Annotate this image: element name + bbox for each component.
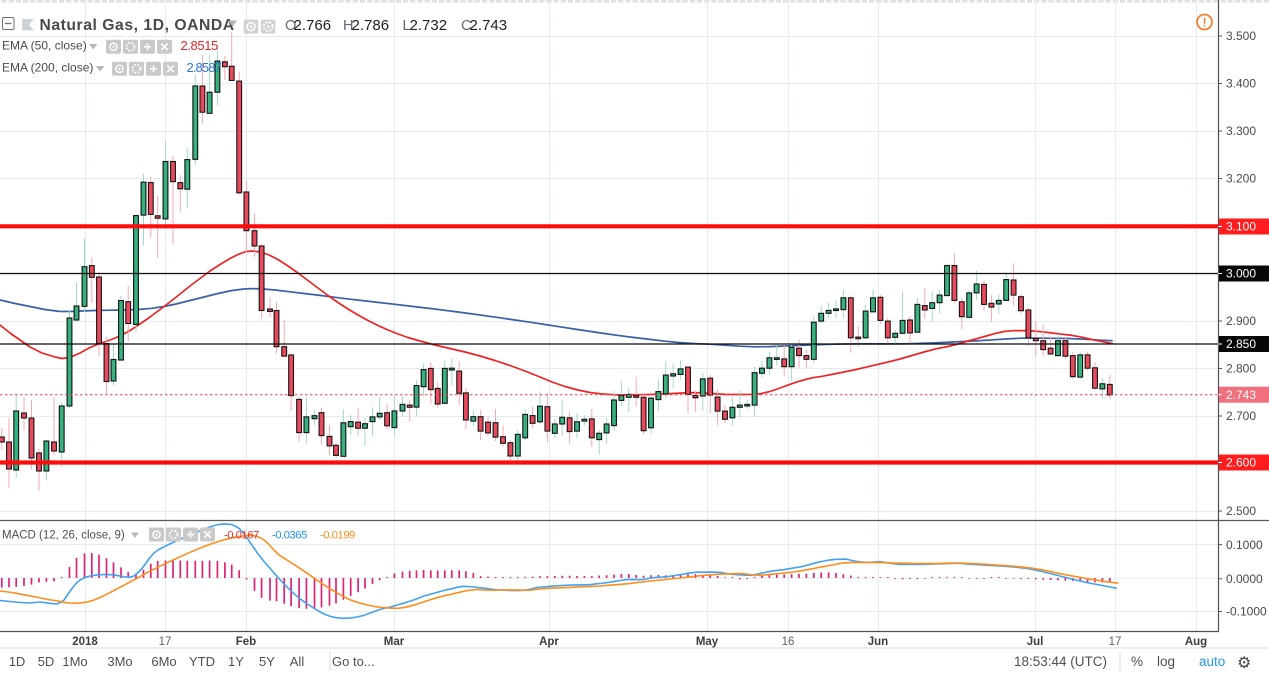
svg-text:2.800: 2.800 — [1226, 362, 1256, 376]
svg-text:Natural Gas, 1D, OANDA: Natural Gas, 1D, OANDA — [40, 17, 235, 34]
svg-text:auto: auto — [1199, 654, 1225, 669]
svg-text:2.500: 2.500 — [1226, 504, 1256, 518]
svg-text:0.0000: 0.0000 — [1226, 572, 1263, 586]
svg-text:O: O — [285, 18, 296, 34]
svg-text:All: All — [290, 654, 305, 669]
svg-text:2.8515: 2.8515 — [181, 38, 219, 53]
svg-text:1Y: 1Y — [228, 654, 244, 669]
svg-text:17: 17 — [159, 636, 172, 648]
svg-text:3.400: 3.400 — [1226, 77, 1256, 91]
svg-text:18:53:44 (UTC): 18:53:44 (UTC) — [1014, 654, 1107, 669]
svg-text:5D: 5D — [38, 654, 55, 669]
svg-text:%: % — [1131, 654, 1143, 669]
svg-text:2.900: 2.900 — [1226, 314, 1256, 328]
svg-text:2.600: 2.600 — [1226, 456, 1256, 470]
svg-text:2.766: 2.766 — [294, 17, 332, 34]
svg-text:Jul: Jul — [1027, 636, 1044, 648]
svg-text:C: C — [461, 18, 471, 34]
svg-text:Apr: Apr — [539, 636, 559, 648]
svg-text:3Mo: 3Mo — [107, 654, 132, 669]
svg-text:Aug: Aug — [1185, 636, 1207, 648]
svg-text:Jun: Jun — [868, 636, 888, 648]
svg-text:3.000: 3.000 — [1226, 267, 1256, 281]
svg-text:EMA (50, close): EMA (50, close) — [2, 39, 87, 53]
svg-text:Feb: Feb — [236, 636, 256, 648]
svg-text:-0.1000: -0.1000 — [1226, 605, 1267, 619]
svg-text:1D: 1D — [9, 654, 26, 669]
svg-text:3.300: 3.300 — [1226, 124, 1256, 138]
svg-text:⚙: ⚙ — [1237, 655, 1251, 672]
svg-text:2.732: 2.732 — [410, 17, 448, 34]
svg-text:-0.0167: -0.0167 — [224, 530, 259, 542]
svg-text:17: 17 — [1109, 636, 1122, 648]
svg-text:-0.0365: -0.0365 — [272, 530, 307, 542]
svg-text:2.700: 2.700 — [1226, 409, 1256, 423]
svg-text:EMA (200, close): EMA (200, close) — [2, 61, 93, 75]
svg-text:MACD (12, 26, close, 9): MACD (12, 26, close, 9) — [2, 530, 125, 542]
svg-text:6Mo: 6Mo — [151, 654, 176, 669]
svg-text:5Y: 5Y — [259, 654, 275, 669]
svg-text:May: May — [696, 636, 719, 648]
svg-text:Go to...: Go to... — [332, 654, 375, 669]
svg-text:2.743: 2.743 — [1226, 388, 1256, 402]
svg-text:!: ! — [1203, 18, 1207, 30]
svg-text:3.500: 3.500 — [1226, 29, 1256, 43]
svg-text:1Mo: 1Mo — [62, 654, 87, 669]
svg-text:2.743: 2.743 — [470, 17, 508, 34]
svg-text:log: log — [1157, 654, 1175, 669]
svg-text:2.786: 2.786 — [352, 17, 390, 34]
svg-text:-0.0199: -0.0199 — [320, 530, 355, 542]
svg-text:0.1000: 0.1000 — [1226, 538, 1263, 552]
svg-text:2.850: 2.850 — [1226, 337, 1256, 351]
svg-text:YTD: YTD — [189, 654, 215, 669]
svg-text:L: L — [403, 18, 411, 34]
svg-text:H: H — [343, 18, 353, 34]
svg-text:3.200: 3.200 — [1226, 172, 1256, 186]
svg-text:3.100: 3.100 — [1226, 220, 1256, 234]
svg-text:2.8587: 2.8587 — [187, 60, 222, 75]
svg-text:16: 16 — [782, 636, 795, 648]
svg-text:Mar: Mar — [384, 636, 405, 648]
svg-text:2018: 2018 — [72, 636, 98, 648]
